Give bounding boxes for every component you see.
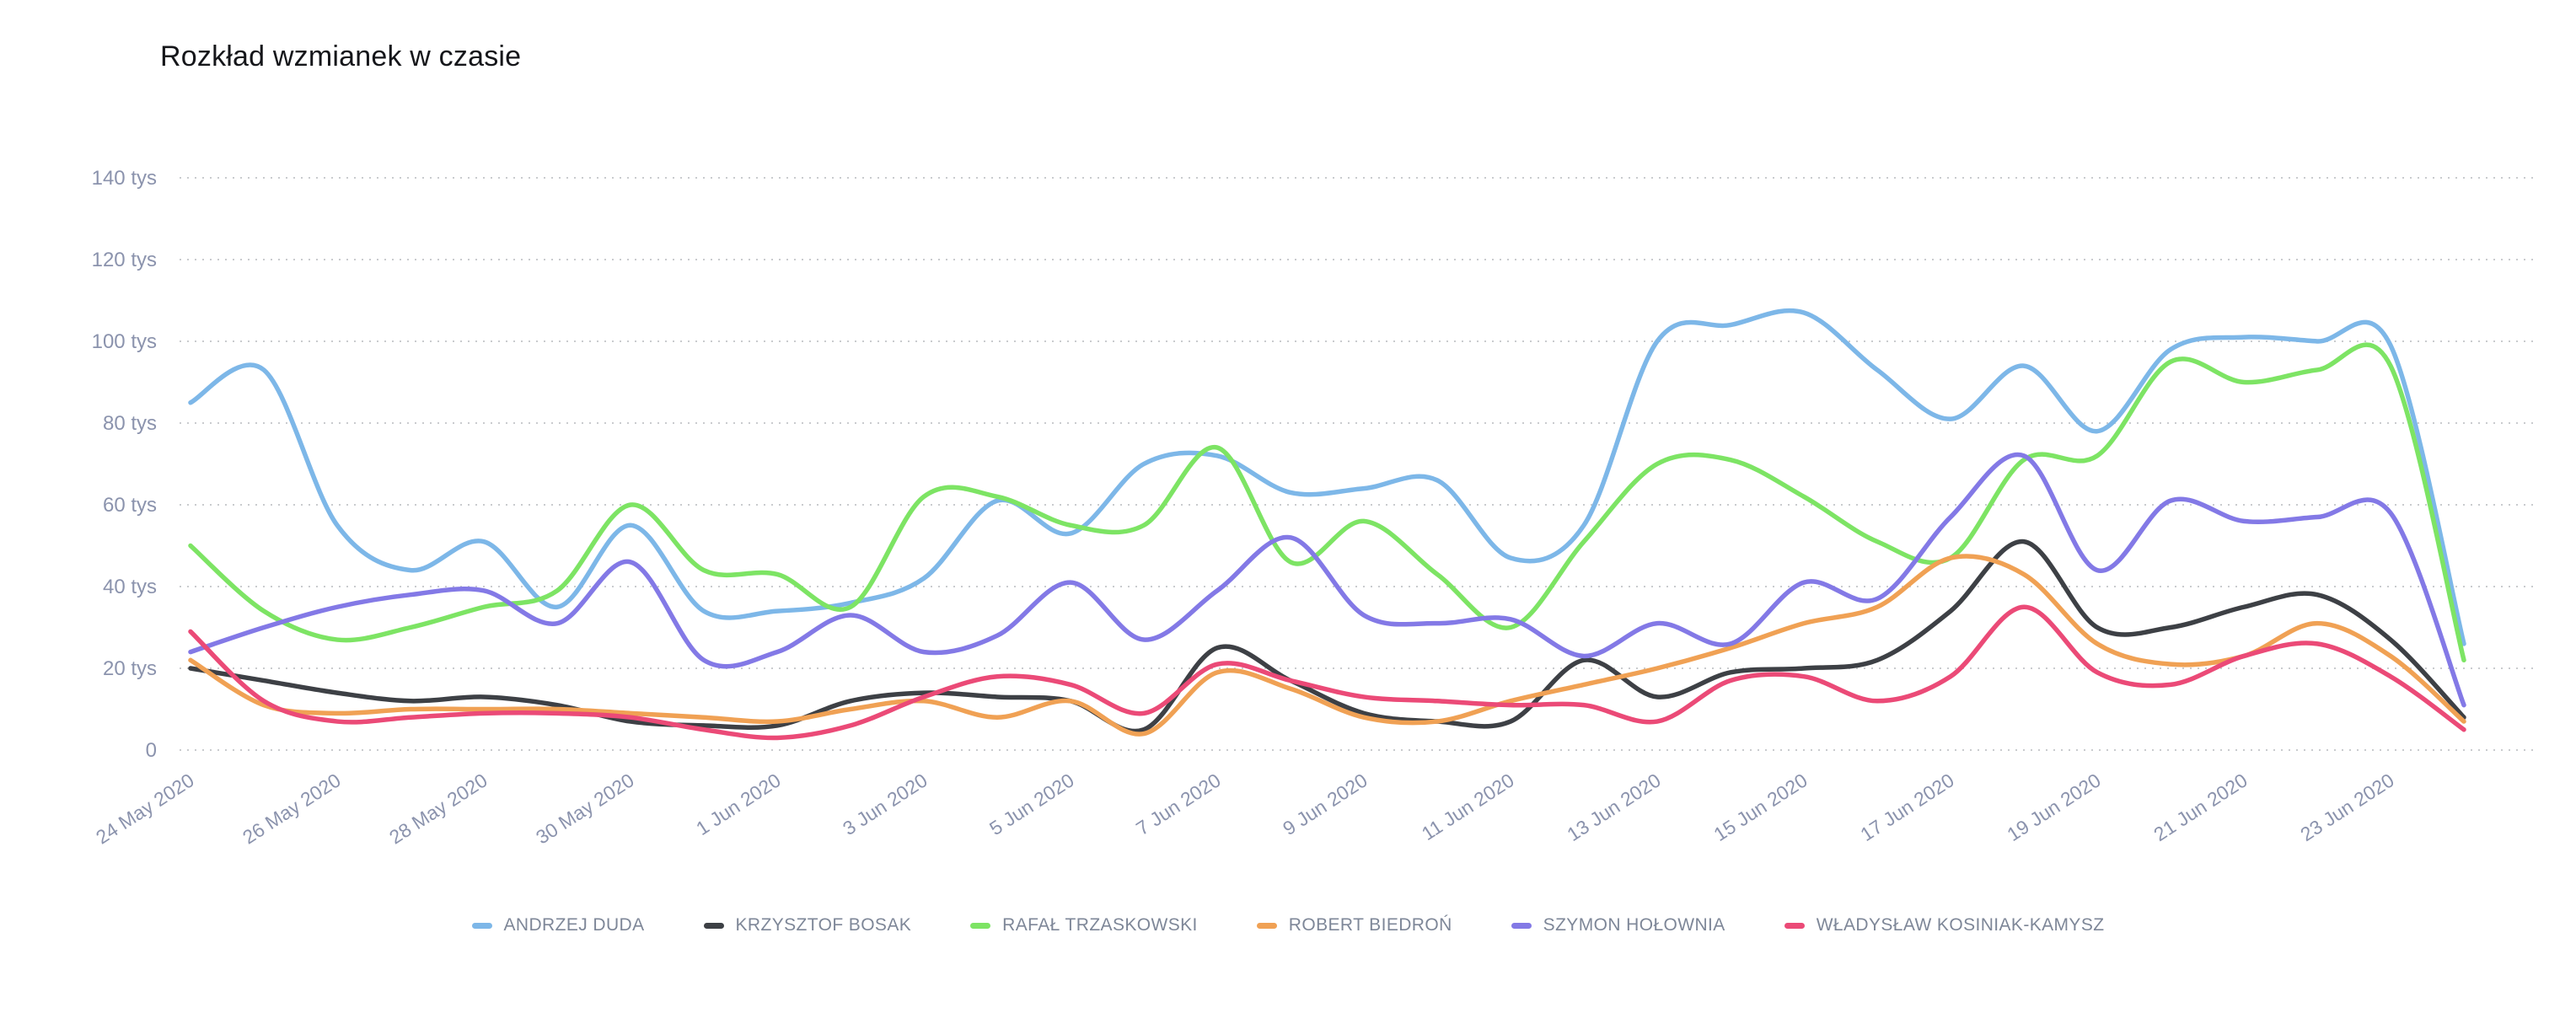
legend-label: KRZYSZTOF BOSAK — [735, 915, 912, 935]
x-tick-label: 7 Jun 2020 — [1132, 769, 1225, 839]
legend-color-dash-icon — [471, 922, 492, 929]
x-tick-label: 23 Jun 2020 — [2296, 769, 2397, 845]
y-tick-label: 20 tys — [103, 657, 157, 680]
series-line-rafa-trzaskowski — [188, 342, 2466, 663]
series-line-szymon-ho-ownia — [188, 452, 2466, 708]
series-line-w-adys-aw-kosiniak-kamysz — [188, 604, 2466, 741]
y-tick-label: 80 tys — [103, 412, 157, 435]
legend-color-dash-icon — [703, 922, 724, 929]
x-tick-label: 1 Jun 2020 — [692, 769, 785, 839]
series-lines — [188, 308, 2466, 741]
y-tick-label: 100 tys — [92, 330, 157, 353]
x-tick-label: 3 Jun 2020 — [839, 769, 931, 839]
legend-item-szymon-ho-ownia[interactable]: SZYMON HOŁOWNIA — [1511, 915, 1725, 935]
legend-label: SZYMON HOŁOWNIA — [1543, 915, 1725, 935]
x-tick-label: 30 May 2020 — [532, 769, 638, 848]
x-tick-label: 15 Jun 2020 — [1709, 769, 1811, 845]
x-tick-label: 13 Jun 2020 — [1563, 769, 1664, 845]
x-axis-tick-labels: 24 May 2020 26 May 2020 28 May 2020 30 May … — [92, 769, 2398, 848]
x-tick-label: 17 Jun 2020 — [1856, 769, 1957, 845]
legend-color-dash-icon — [1511, 922, 1532, 929]
x-tick-label: 9 Jun 2020 — [1279, 769, 1371, 839]
gridlines — [180, 177, 2539, 751]
legend-label: RAFAŁ TRZASKOWSKI — [1002, 915, 1198, 935]
y-tick-label: 60 tys — [103, 494, 157, 517]
legend-label: ROBERT BIEDROŃ — [1288, 915, 1452, 935]
x-tick-label: 28 May 2020 — [385, 769, 491, 848]
x-tick-label: 26 May 2020 — [239, 769, 345, 848]
y-tick-label: 0 — [146, 739, 157, 762]
legend-label: WŁADYSŁAW KOSINIAK-KAMYSZ — [1816, 915, 2105, 935]
series-line-andrzej-duda — [188, 308, 2466, 646]
y-axis-tick-labels: 0 20 tys 40 tys 60 tys 80 tys 100 tys 120 tys 1… — [92, 167, 157, 762]
legend-item-rafa-trzaskowski[interactable]: RAFAŁ TRZASKOWSKI — [970, 915, 1198, 935]
series-line-robert-biedro- — [188, 554, 2466, 737]
y-tick-label: 120 tys — [92, 249, 157, 271]
legend-color-dash-icon — [1256, 922, 1277, 929]
chart-legend: ANDRZEJ DUDA KRZYSZTOF BOSAK RAFAŁ TRZASKO… — [0, 915, 2576, 935]
legend-item-robert-biedro-[interactable]: ROBERT BIEDROŃ — [1256, 915, 1452, 935]
x-tick-label: 21 Jun 2020 — [2149, 769, 2251, 845]
legend-color-dash-icon — [1784, 922, 1805, 929]
legend-item-andrzej-duda[interactable]: ANDRZEJ DUDA — [471, 915, 645, 935]
x-tick-label: 5 Jun 2020 — [985, 769, 1078, 839]
x-tick-label: 24 May 2020 — [92, 769, 198, 848]
legend-color-dash-icon — [970, 922, 991, 929]
legend-item-krzysztof-bosak[interactable]: KRZYSZTOF BOSAK — [703, 915, 912, 935]
x-tick-label: 19 Jun 2020 — [2003, 769, 2104, 845]
legend-label: ANDRZEJ DUDA — [503, 915, 645, 935]
legend-item-w-adys-aw-kosiniak-kamysz[interactable]: WŁADYSŁAW KOSINIAK-KAMYSZ — [1784, 915, 2105, 935]
y-tick-label: 40 tys — [103, 576, 157, 598]
y-tick-label: 140 tys — [92, 167, 157, 190]
page-title: Rozkład wzmianek w czasie — [160, 40, 522, 72]
x-tick-label: 11 Jun 2020 — [1418, 769, 1518, 844]
